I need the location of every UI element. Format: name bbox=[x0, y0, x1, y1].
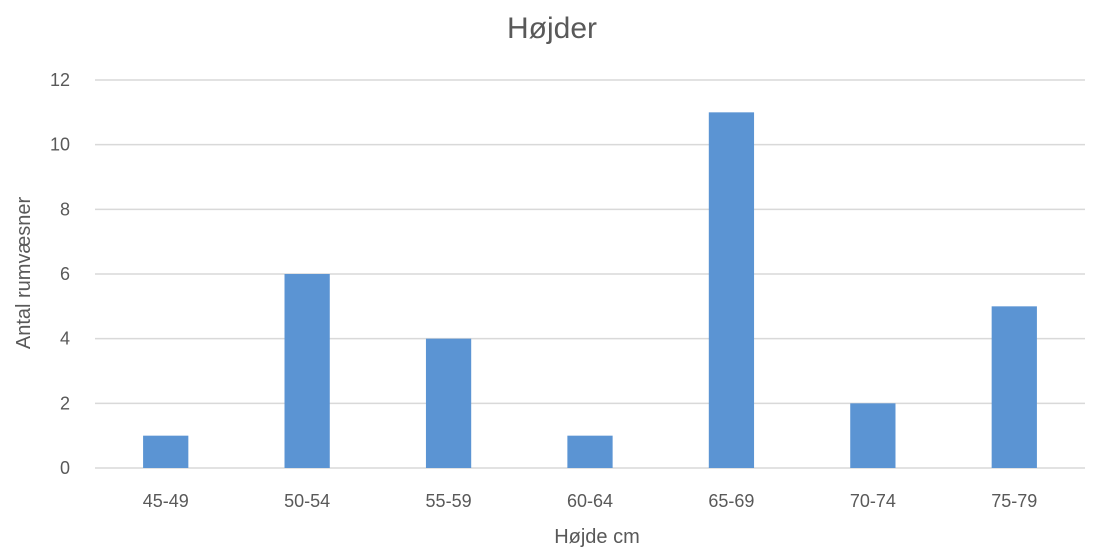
bar-60-64 bbox=[567, 435, 613, 468]
x-tick-label: 70-74 bbox=[850, 491, 896, 511]
chart-title: Højder bbox=[507, 12, 597, 45]
y-tick-label: 0 bbox=[60, 458, 70, 478]
y-tick-label: 4 bbox=[60, 329, 70, 349]
x-tick-label: 50-54 bbox=[284, 491, 330, 511]
x-axis-ticks: 45-49 50-54 55-59 60-64 65-69 70-74 75-79 bbox=[143, 491, 1038, 511]
x-tick-label: 65-69 bbox=[708, 491, 754, 511]
bar-50-54 bbox=[284, 274, 330, 468]
bar-45-49 bbox=[143, 435, 189, 468]
x-tick-label: 55-59 bbox=[426, 491, 472, 511]
x-tick-label: 45-49 bbox=[143, 491, 189, 511]
bar-65-69 bbox=[708, 112, 755, 468]
bars bbox=[143, 112, 1037, 468]
bar-75-79 bbox=[991, 306, 1037, 468]
bar-70-74 bbox=[850, 403, 896, 468]
y-tick-label: 6 bbox=[60, 264, 70, 284]
x-tick-label: 75-79 bbox=[991, 491, 1037, 511]
bar-55-59 bbox=[425, 338, 472, 468]
y-tick-label: 12 bbox=[50, 70, 70, 90]
y-axis-label: Antal rumvæsner bbox=[13, 197, 35, 350]
x-axis-label: Højde cm bbox=[554, 526, 640, 548]
y-axis-ticks: 0 2 4 6 8 10 12 bbox=[50, 70, 70, 478]
y-tick-label: 10 bbox=[50, 135, 70, 155]
y-tick-label: 2 bbox=[60, 393, 70, 413]
gridlines bbox=[95, 79, 1085, 469]
x-tick-label: 60-64 bbox=[567, 491, 613, 511]
y-tick-label: 8 bbox=[60, 199, 70, 219]
